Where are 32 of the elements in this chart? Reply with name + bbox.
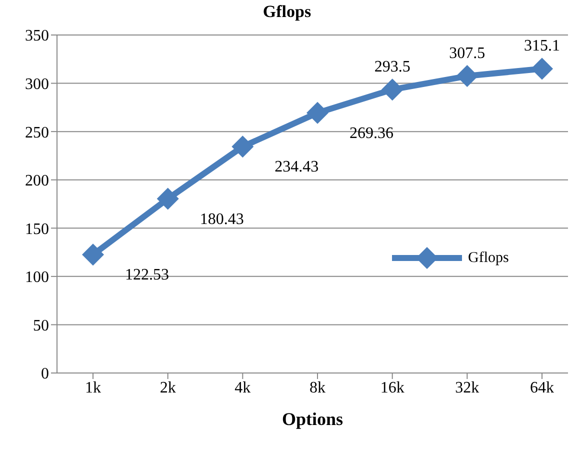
point (306, 102, 328, 124)
data-label: 293.5 (374, 58, 410, 76)
point (456, 65, 478, 88)
y-tick-label: 150 (25, 220, 49, 238)
point (381, 78, 404, 101)
x-tick-label: 32k (455, 379, 480, 396)
x-tick-label: 1k (85, 379, 101, 396)
data-label: 234.43 (274, 158, 319, 176)
legend-label: Gflops (468, 250, 509, 266)
x-tick-label: 8k (310, 379, 326, 396)
chart-title: Gflops (262, 2, 312, 22)
data-label: 122.53 (125, 266, 169, 284)
y-tick-label: 50 (33, 317, 49, 334)
point (531, 58, 553, 80)
data-label: 180.43 (200, 210, 244, 228)
y-tick-label: 200 (25, 172, 49, 190)
x-tick-label: 4k (234, 379, 251, 396)
y-tick-label: 350 (25, 28, 49, 45)
x-axis-title: Options (282, 409, 344, 429)
x-tick-label: 16k (380, 379, 404, 396)
data-label: 269.36 (350, 124, 394, 142)
x-tick-label: 2k (160, 379, 176, 396)
data-label: 307.5 (449, 45, 486, 62)
point (232, 136, 254, 158)
data-label: 315.1 (524, 38, 560, 55)
y-tick-label: 100 (25, 269, 49, 286)
y-tick-label: 300 (25, 76, 49, 93)
y-tick-label: 250 (25, 124, 49, 142)
point (82, 244, 104, 266)
x-tick-label: 64k (530, 379, 554, 396)
y-tick-label: 0 (41, 366, 49, 383)
point (156, 188, 179, 210)
